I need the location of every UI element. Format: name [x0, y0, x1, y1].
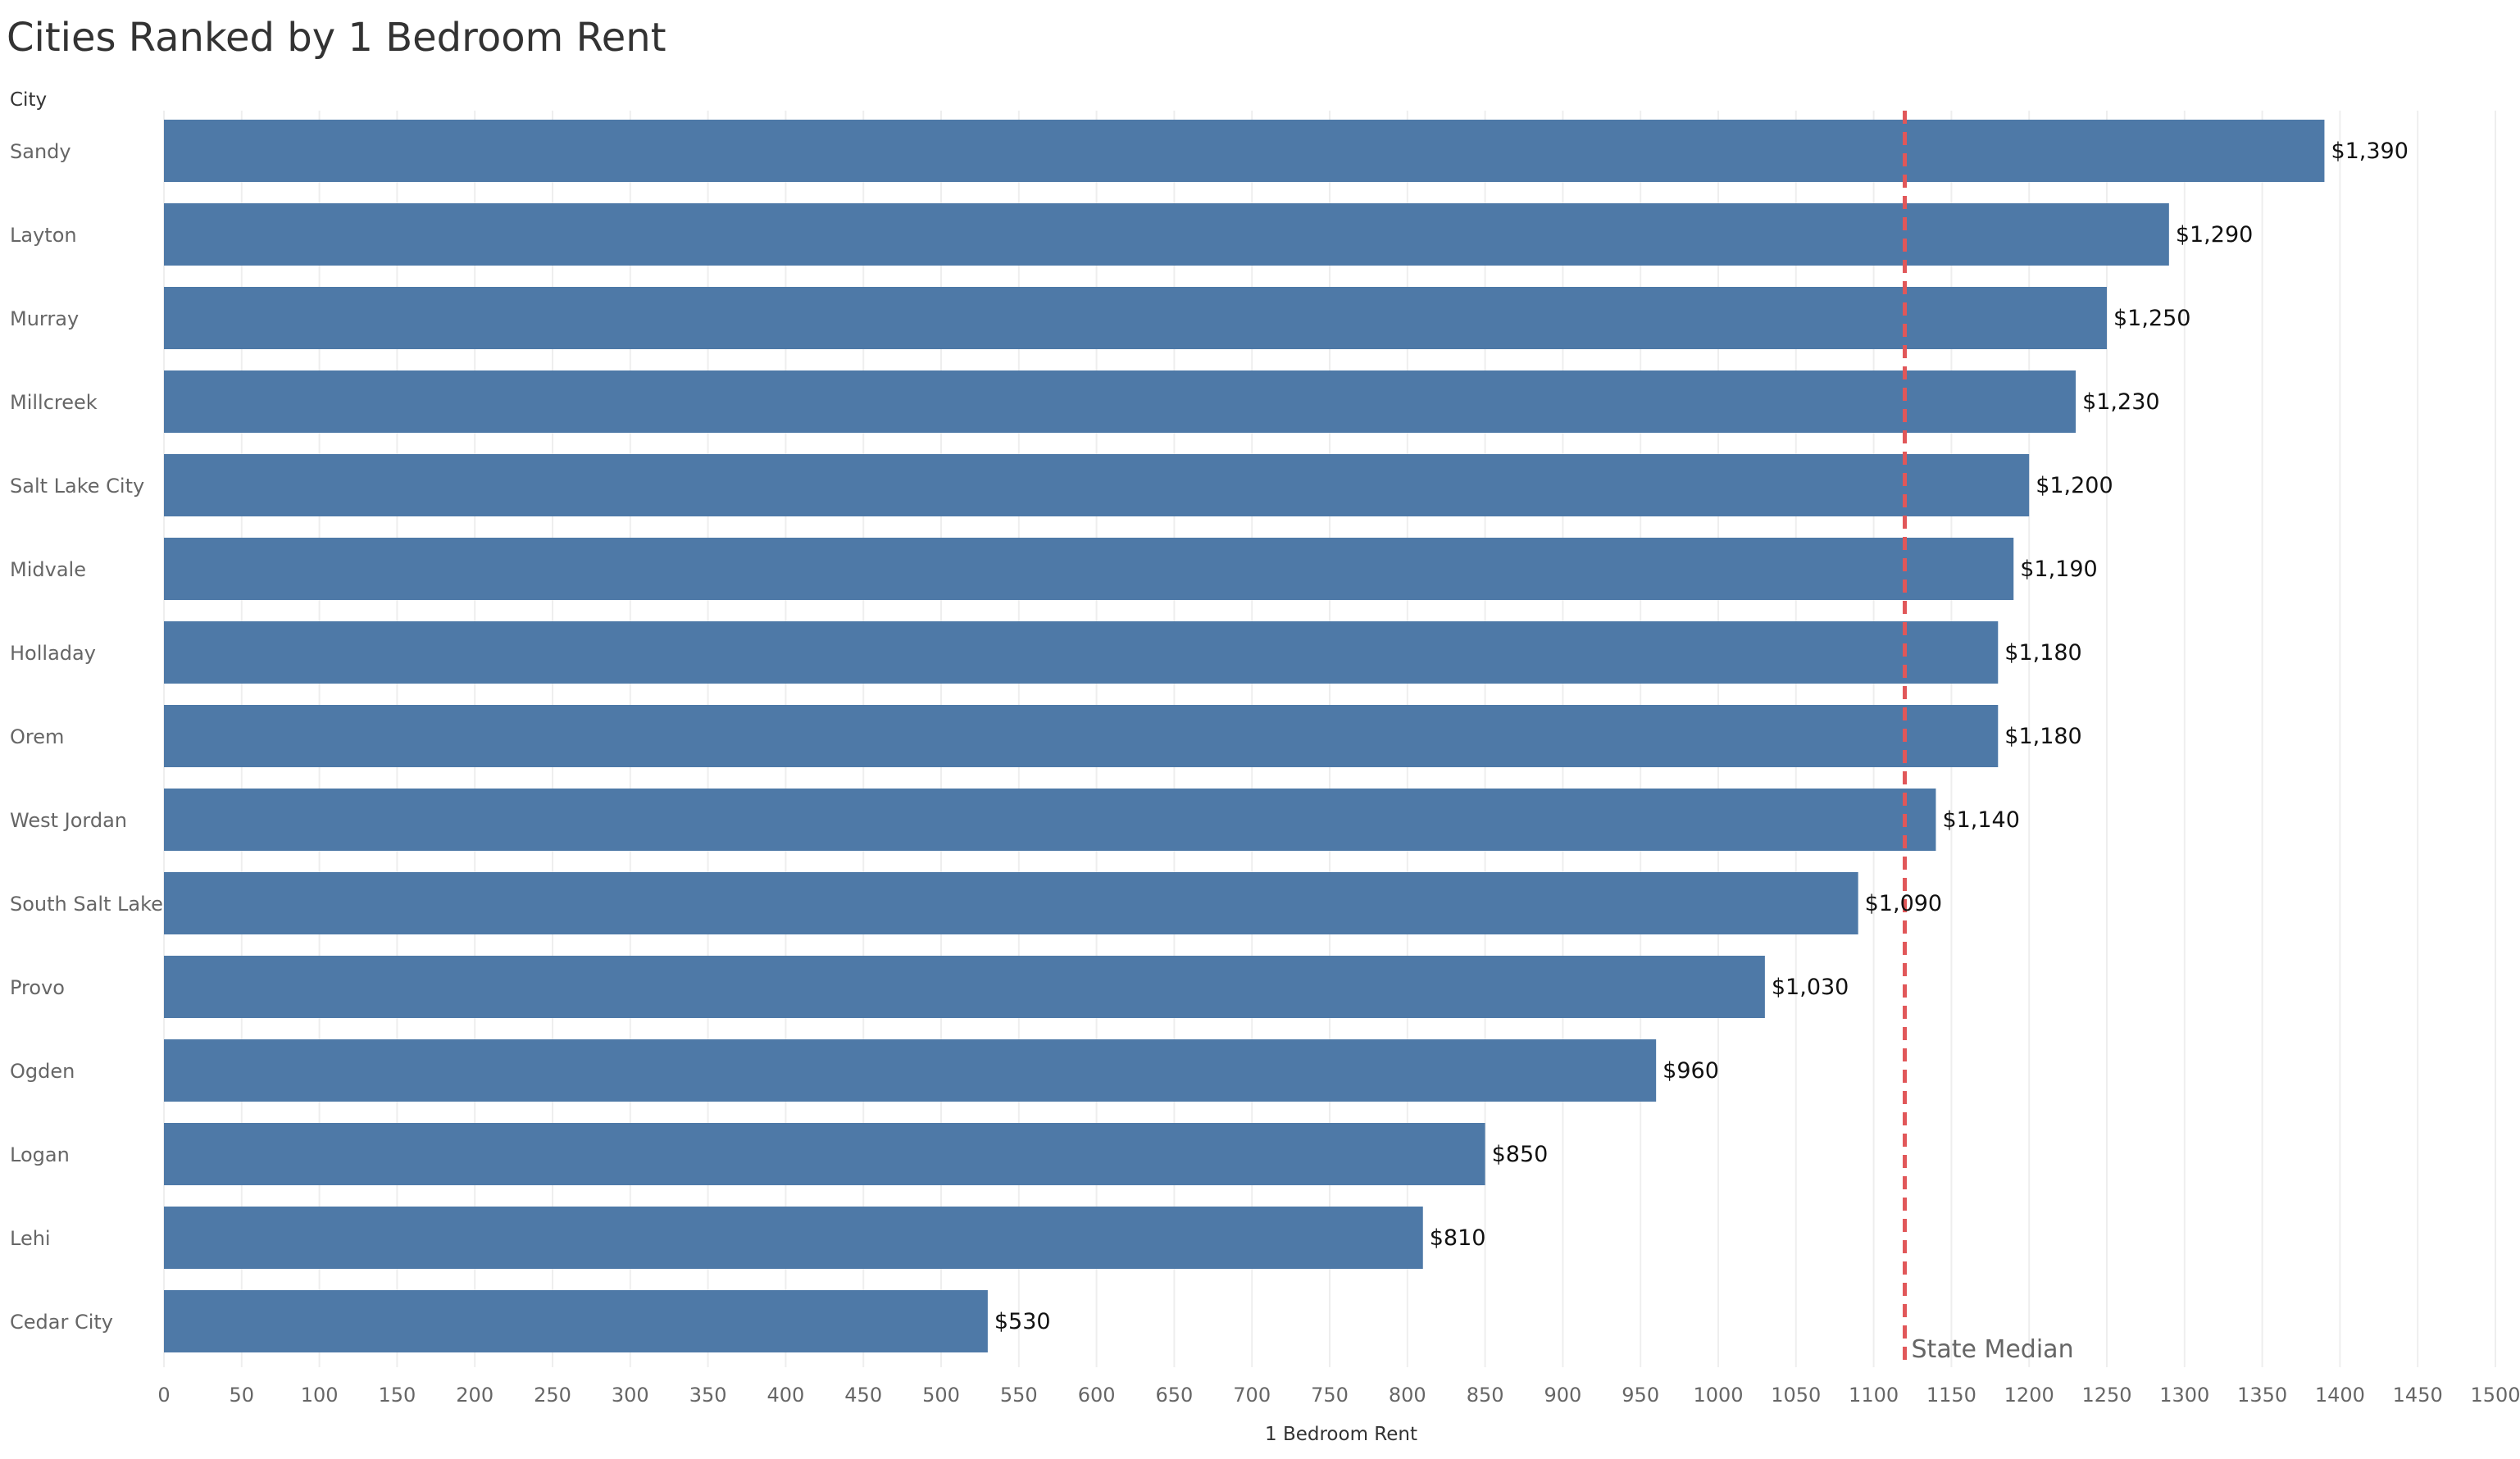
x-tick-label: 800	[1389, 1384, 1426, 1407]
value-label: $1,250	[2113, 306, 2190, 331]
value-label: $1,290	[2176, 222, 2253, 248]
value-label: $810	[1430, 1225, 1486, 1251]
value-label: $850	[1492, 1142, 1549, 1167]
x-tick-label: 150	[378, 1384, 416, 1407]
category-label: Orem	[10, 725, 64, 748]
x-tick-label: 1500	[2470, 1384, 2520, 1407]
bar	[164, 1290, 988, 1352]
category-label: Sandy	[10, 140, 71, 163]
x-tick-label: 1050	[1771, 1384, 1821, 1407]
value-label: $1,200	[2036, 473, 2113, 498]
value-label: $1,180	[2004, 724, 2081, 749]
x-tick-label: 900	[1544, 1384, 1581, 1407]
x-tick-label: 750	[1311, 1384, 1349, 1407]
value-label: $960	[1663, 1058, 1719, 1084]
bar	[164, 705, 1999, 767]
category-label: Murray	[10, 307, 79, 330]
x-tick-label: 500	[922, 1384, 960, 1407]
row-header-city: City	[10, 89, 47, 111]
category-label: South Salt Lake	[10, 893, 163, 916]
reference-line-label: State Median	[1912, 1335, 2074, 1364]
bar	[164, 538, 2014, 600]
x-axis-ticks: 0 50 100 150 200 250 300 350 400 450 500 550 600 650 7…	[157, 1384, 2520, 1407]
bar	[164, 370, 2076, 433]
bars	[164, 120, 2325, 1352]
value-label: $1,190	[2020, 557, 2097, 582]
x-tick-label: 400	[766, 1384, 804, 1407]
category-label: Holladay	[10, 642, 96, 665]
bar	[164, 1123, 1485, 1185]
category-label: Salt Lake City	[10, 475, 144, 498]
bar	[164, 287, 2107, 349]
x-tick-label: 250	[534, 1384, 571, 1407]
x-tick-label: 1300	[2159, 1384, 2209, 1407]
x-tick-label: 650	[1155, 1384, 1193, 1407]
x-tick-label: 700	[1233, 1384, 1271, 1407]
value-label: $1,180	[2004, 640, 2081, 666]
reference-line-group: State Median	[1903, 111, 2074, 1367]
category-label: Midvale	[10, 558, 86, 581]
x-tick-label: 1150	[1926, 1384, 1976, 1407]
value-label: $1,030	[1772, 975, 1849, 1000]
category-label: Lehi	[10, 1227, 51, 1250]
category-label: Logan	[10, 1143, 70, 1166]
x-tick-label: 1100	[1849, 1384, 1899, 1407]
category-label: Ogden	[10, 1060, 75, 1083]
category-label: West Jordan	[10, 809, 127, 832]
x-tick-label: 850	[1467, 1384, 1504, 1407]
bar	[164, 203, 2169, 266]
value-label: $530	[994, 1309, 1051, 1334]
value-label: $1,090	[1865, 891, 1942, 916]
bar	[164, 1039, 1657, 1102]
bar	[164, 789, 1936, 851]
bar	[164, 454, 2030, 516]
value-label: $1,140	[1942, 807, 2019, 833]
bar	[164, 872, 1858, 934]
x-tick-label: 1400	[2315, 1384, 2365, 1407]
category-label: Provo	[10, 976, 65, 999]
x-tick-label: 1450	[2393, 1384, 2443, 1407]
bar	[164, 621, 1999, 684]
bar	[164, 120, 2325, 182]
x-tick-label: 450	[844, 1384, 882, 1407]
x-tick-label: 300	[612, 1384, 649, 1407]
category-label: Millcreek	[10, 391, 98, 414]
value-labels: $1,390 $1,290 $1,250 $1,230 $1,200 $1,190 $1,1…	[994, 139, 2409, 1334]
value-label: $1,230	[2082, 389, 2159, 415]
chart-title: Cities Ranked by 1 Bedroom Rent	[7, 15, 666, 61]
x-tick-label: 1000	[1693, 1384, 1743, 1407]
bar	[164, 956, 1765, 1018]
x-axis-title: 1 Bedroom Rent	[1265, 1424, 1417, 1445]
x-tick-label: 600	[1078, 1384, 1116, 1407]
category-label: Layton	[10, 224, 77, 247]
x-tick-label: 200	[456, 1384, 494, 1407]
x-tick-label: 50	[230, 1384, 255, 1407]
category-labels: Sandy Layton Murray Millcreek Salt Lake City…	[10, 140, 163, 1334]
x-tick-label: 1200	[2004, 1384, 2054, 1407]
x-tick-label: 1350	[2237, 1384, 2287, 1407]
x-tick-label: 950	[1622, 1384, 1659, 1407]
x-tick-label: 100	[301, 1384, 339, 1407]
value-label: $1,390	[2331, 139, 2408, 164]
x-tick-label: 550	[1000, 1384, 1038, 1407]
bar	[164, 1207, 1423, 1269]
x-tick-label: 0	[157, 1384, 170, 1407]
x-tick-label: 1250	[2081, 1384, 2131, 1407]
x-tick-label: 350	[689, 1384, 727, 1407]
category-label: Cedar City	[10, 1311, 113, 1334]
